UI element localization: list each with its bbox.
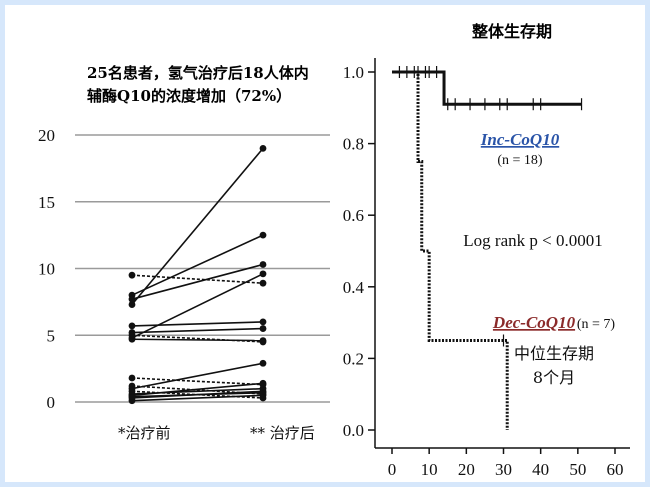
right-x-tick-label: 60 xyxy=(607,460,624,479)
increase-pair xyxy=(128,261,267,303)
right-y-tick-label: 0.6 xyxy=(343,206,364,225)
right-x-tick-label: 0 xyxy=(388,460,397,479)
pair-line xyxy=(131,362,264,390)
left-title-line-1: 25名患者，氢气治疗后18人体内 xyxy=(87,64,309,82)
right-y-tick-label: 0.2 xyxy=(343,349,364,368)
before-point xyxy=(128,322,136,330)
pair-line xyxy=(131,338,264,342)
right-y-tick-label: 0.0 xyxy=(343,421,364,440)
right-x-tick-label: 30 xyxy=(495,460,512,479)
left-chart: 25名患者，氢气治疗后18人体内 辅酶Q10的浓度增加（72%） 0 5 10 15 2… xyxy=(38,64,330,442)
left-x-label-before: *治疗前 xyxy=(118,424,171,442)
median-label: 中位生存期 xyxy=(514,344,594,363)
right-y-tick-label: 0.8 xyxy=(343,135,364,154)
decrease-pair xyxy=(128,387,267,402)
legend-inc-n: (n = 18) xyxy=(497,153,543,168)
left-y-ticks: 0 5 10 15 20 xyxy=(38,126,55,412)
legend-dec-name: Dec-CoQ10 xyxy=(492,313,576,332)
left-y-tick-label: 20 xyxy=(38,126,55,145)
survival-line xyxy=(392,70,509,430)
left-lines xyxy=(128,144,267,405)
legend-inc-name: Inc-CoQ10 xyxy=(480,130,560,149)
right-y-tick-label: 0.4 xyxy=(343,278,365,297)
pair-line xyxy=(131,390,264,399)
before-point xyxy=(128,382,136,390)
pair-line xyxy=(131,263,264,300)
right-y-ticks: 0.0 0.2 0.4 0.6 0.8 1.0 xyxy=(343,63,375,440)
before-point xyxy=(128,374,136,382)
left-y-tick-label: 5 xyxy=(47,326,56,345)
after-point xyxy=(259,359,267,367)
before-point xyxy=(128,295,136,303)
pair-line xyxy=(131,334,264,343)
decrease-pair xyxy=(128,374,267,389)
logrank-text: Log rank p < 0.0001 xyxy=(463,231,602,250)
increase-pair xyxy=(128,325,267,336)
right-x-tick-label: 20 xyxy=(458,460,475,479)
decrease-pair xyxy=(128,331,267,346)
median-value: 8个月 xyxy=(533,368,575,387)
before-point xyxy=(128,387,136,395)
after-point xyxy=(259,270,267,278)
increase-pair xyxy=(128,318,267,330)
after-point xyxy=(259,381,267,389)
right-x-tick-label: 10 xyxy=(421,460,438,479)
pair-line xyxy=(131,377,264,386)
pair-line xyxy=(131,321,264,327)
pair-line xyxy=(131,147,264,306)
pair-line xyxy=(131,273,264,339)
left-y-tick-label: 15 xyxy=(38,193,55,212)
after-point xyxy=(259,338,267,346)
left-grid xyxy=(75,134,330,403)
before-point xyxy=(128,331,136,339)
survival-curves xyxy=(392,66,583,430)
pair-line xyxy=(131,394,264,402)
decrease-pair xyxy=(128,271,267,287)
pair-line xyxy=(131,274,264,284)
right-chart: 整体生存期 0.0 0.2 0.4 0.6 0.8 1.0 0 10 20 30 40 50 60 I… xyxy=(343,22,630,479)
survival-line xyxy=(392,70,582,106)
after-point xyxy=(259,394,267,402)
before-point xyxy=(128,301,136,308)
increase-pair xyxy=(128,231,267,299)
left-title-line-2: 辅酶Q10的浓度增加（72%） xyxy=(87,87,291,105)
pair-line xyxy=(131,327,264,334)
before-point xyxy=(128,271,136,279)
increase-pair xyxy=(128,335,267,344)
after-point xyxy=(259,279,267,287)
increase-pair xyxy=(128,144,267,308)
before-point xyxy=(128,393,136,401)
after-point xyxy=(259,325,267,332)
left-x-label-after: ** 治疗后 xyxy=(250,424,315,442)
dec-curve xyxy=(392,70,509,430)
right-title: 整体生存期 xyxy=(471,22,552,41)
after-point xyxy=(259,144,267,152)
inc-curve xyxy=(392,66,583,111)
left-y-tick-label: 10 xyxy=(38,260,55,279)
pair-line xyxy=(131,385,264,395)
right-x-tick-label: 50 xyxy=(569,460,586,479)
left-y-tick-label: 0 xyxy=(47,393,56,412)
after-point xyxy=(259,261,267,268)
legend-dec-n: (n = 7) xyxy=(577,317,616,332)
after-point xyxy=(259,318,267,326)
right-y-tick-label: 1.0 xyxy=(343,63,364,82)
right-x-ticks: 0 10 20 30 40 50 60 xyxy=(388,448,624,479)
after-point xyxy=(259,231,267,239)
pair-line xyxy=(131,234,264,296)
right-x-tick-label: 40 xyxy=(532,460,549,479)
